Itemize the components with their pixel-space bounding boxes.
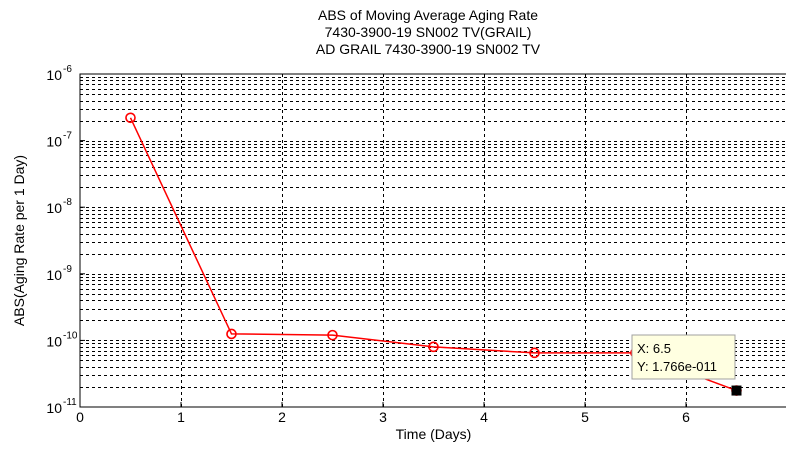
x-tick-label: 3 bbox=[379, 409, 387, 425]
x-tick-label: 2 bbox=[278, 409, 286, 425]
data-point bbox=[226, 328, 237, 340]
y-tick-exponent: -7 bbox=[63, 131, 72, 142]
x-tick-label: 0 bbox=[76, 409, 84, 425]
y-tick-base: 10 bbox=[46, 134, 62, 150]
datatip-marker[interactable] bbox=[731, 385, 742, 396]
x-tick-label: 5 bbox=[581, 409, 589, 425]
chart-title: ABS of Moving Average Aging Rate7430-390… bbox=[316, 7, 541, 57]
y-tick-exponent: -6 bbox=[63, 64, 72, 75]
datatip-y: Y: 1.766e-011 bbox=[637, 359, 717, 374]
y-tick-label: 10 -6 bbox=[46, 64, 72, 83]
x-tick-label: 6 bbox=[682, 409, 690, 425]
y-tick-exponent: -11 bbox=[63, 397, 77, 408]
y-tick-exponent: -10 bbox=[63, 330, 78, 341]
x-axis-label: Time (Days) bbox=[396, 426, 472, 442]
x-tick-label: 4 bbox=[480, 409, 488, 425]
y-tick-exponent: -8 bbox=[63, 197, 72, 208]
chart-title-line: 7430-3900-19 SN002 TV(GRAIL) bbox=[325, 24, 532, 40]
data-point bbox=[529, 347, 540, 359]
y-tick-label: 10 -9 bbox=[46, 264, 72, 283]
chart-title-line: ABS of Moving Average Aging Rate bbox=[318, 7, 538, 23]
y-tick-base: 10 bbox=[46, 400, 62, 416]
data-point bbox=[327, 329, 338, 341]
y-tick-base: 10 bbox=[46, 333, 62, 349]
plot-frame bbox=[79, 73, 786, 408]
chart-title-line: AD GRAIL 7430-3900-19 SN002 TV bbox=[316, 41, 541, 57]
y-tick-label: 10 -8 bbox=[46, 197, 72, 216]
y-tick-base: 10 bbox=[46, 200, 62, 216]
x-tick-label: 1 bbox=[177, 409, 185, 425]
datatip-x: X: 6.5 bbox=[637, 341, 671, 356]
y-tick-label: 10 -7 bbox=[46, 131, 72, 150]
y-tick-exponent: -9 bbox=[63, 264, 72, 275]
y-tick-label: 10 -11 bbox=[46, 397, 77, 416]
data-point bbox=[428, 341, 439, 353]
y-tick-base: 10 bbox=[46, 67, 62, 83]
y-tick-base: 10 bbox=[46, 267, 62, 283]
datatip-box bbox=[631, 334, 736, 380]
data-point bbox=[125, 112, 136, 124]
x-axis: 0 1 2 3 4 5 6 bbox=[76, 402, 690, 425]
data-tip[interactable]: X: 6.5 Y: 1.766e-011 bbox=[631, 334, 742, 396]
y-axis-label: ABS(Aging Rate per 1 Day) bbox=[11, 155, 27, 326]
y-tick-label: 10 -10 bbox=[46, 330, 77, 349]
